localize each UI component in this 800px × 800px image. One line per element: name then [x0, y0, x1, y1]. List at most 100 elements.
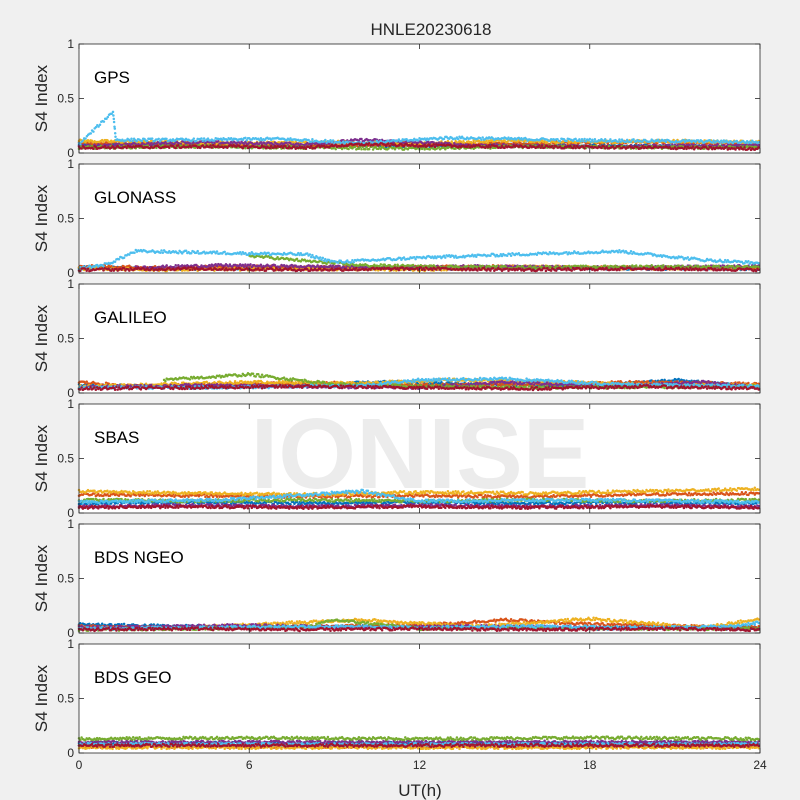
data-point	[691, 145, 695, 148]
data-point	[89, 132, 93, 135]
data-point	[379, 139, 383, 142]
data-point	[150, 137, 154, 140]
data-point	[112, 120, 116, 124]
data-point	[367, 141, 371, 145]
data-point	[324, 138, 327, 142]
data-point	[334, 147, 337, 151]
data-point	[131, 139, 135, 143]
data-point	[140, 139, 144, 143]
data-point	[311, 138, 314, 141]
data-point	[580, 137, 584, 141]
data-point	[145, 139, 149, 143]
data-point	[606, 142, 610, 145]
data-point	[757, 140, 760, 144]
data-point	[616, 140, 620, 143]
data-point	[558, 139, 562, 143]
chart-title: HNLE20230618	[371, 20, 492, 39]
data-point	[618, 144, 621, 148]
data-point	[364, 147, 367, 151]
data-point	[582, 140, 585, 143]
y-axis-label: S4 Index	[32, 64, 51, 132]
data-point	[304, 147, 308, 151]
data-point	[217, 140, 220, 143]
data-point	[188, 142, 192, 145]
data-point	[583, 137, 586, 141]
data-point	[480, 138, 483, 141]
data-point	[202, 137, 206, 140]
data-point	[192, 137, 196, 140]
data-point	[387, 142, 390, 145]
data-point	[92, 130, 95, 133]
data-point	[177, 144, 180, 147]
data-point	[360, 137, 363, 141]
data-point	[113, 132, 117, 135]
data-point	[91, 147, 95, 150]
data-point	[738, 148, 741, 151]
data-point	[527, 146, 531, 150]
data-point	[588, 137, 592, 141]
data-point	[157, 137, 160, 141]
data-point	[743, 146, 746, 149]
data-point	[210, 146, 214, 149]
data-point	[593, 138, 597, 141]
data-point	[367, 147, 371, 151]
data-point	[432, 143, 435, 146]
data-point	[113, 127, 117, 130]
data-point	[128, 139, 132, 143]
data-point	[112, 117, 116, 121]
data-point	[551, 144, 554, 148]
data-point	[565, 139, 568, 143]
data-point	[201, 139, 205, 142]
data-point	[111, 110, 115, 114]
data-point	[579, 140, 582, 143]
data-point	[125, 146, 128, 150]
data-point	[748, 146, 751, 149]
data-point	[80, 147, 83, 150]
data-point	[347, 147, 350, 151]
data-point	[130, 137, 133, 140]
data-point	[433, 145, 437, 149]
data-point	[213, 139, 216, 142]
data-point	[365, 145, 368, 149]
data-point	[656, 138, 660, 141]
panel-title: GPS	[94, 68, 130, 87]
data-point	[725, 145, 728, 149]
data-point	[574, 146, 577, 150]
data-point	[98, 123, 102, 126]
data-point	[165, 137, 168, 141]
data-point	[106, 115, 110, 119]
data-point	[112, 114, 115, 117]
data-point	[81, 139, 85, 142]
data-point	[209, 144, 212, 147]
data-point	[538, 144, 541, 147]
data-point	[489, 146, 492, 149]
data-point	[356, 144, 359, 148]
data-point	[168, 146, 171, 149]
y-tick-label: 0.5	[57, 92, 74, 106]
data-point	[592, 140, 595, 143]
data-point	[498, 141, 501, 145]
data-point	[416, 139, 420, 142]
data-point	[619, 140, 622, 144]
data-point	[609, 138, 612, 141]
data-point	[245, 144, 248, 148]
y-tick-label: 1	[67, 37, 74, 51]
data-point	[618, 138, 621, 141]
x-axis-label: UT(h)	[398, 781, 441, 800]
data-point	[309, 144, 313, 148]
data-point	[632, 138, 635, 141]
data-point	[481, 136, 484, 139]
data-point	[309, 140, 313, 143]
data-point	[749, 141, 753, 145]
data-point	[428, 148, 432, 151]
data-point	[102, 120, 106, 123]
data-point	[757, 146, 760, 149]
data-point	[721, 141, 724, 144]
data-point	[540, 144, 544, 148]
plot-area	[79, 44, 760, 153]
data-point	[174, 146, 177, 150]
